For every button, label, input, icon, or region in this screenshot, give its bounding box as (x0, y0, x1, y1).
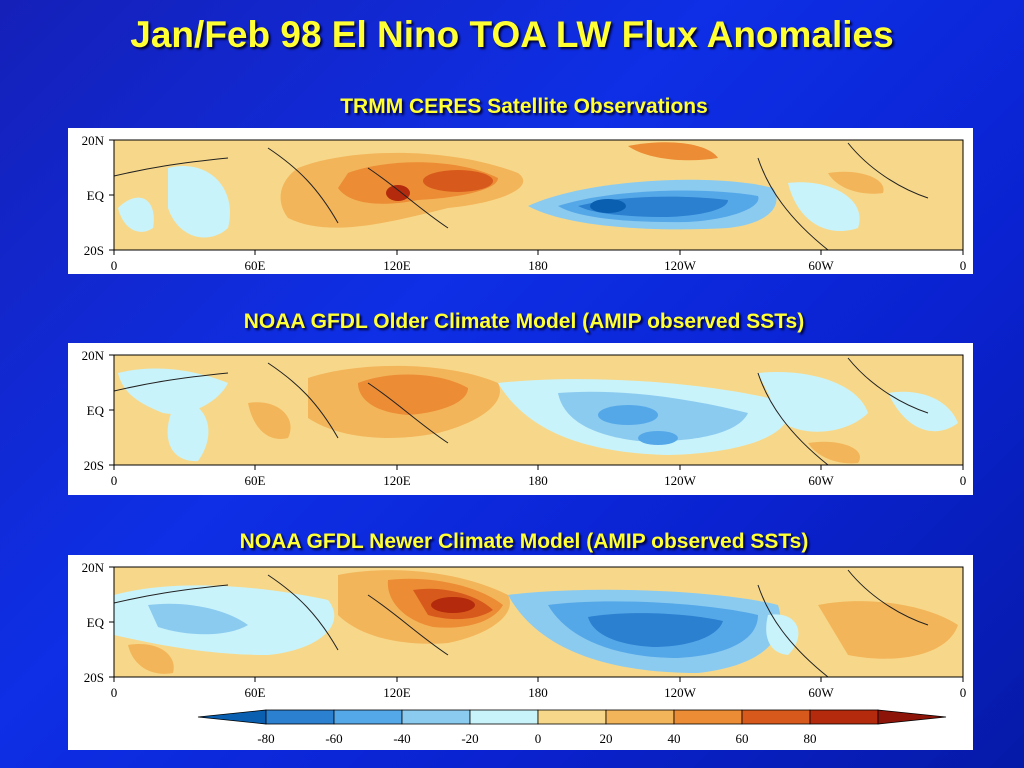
x-tick-60w: 60W (808, 473, 834, 488)
colorbar-swatches (197, 709, 947, 725)
colorbar-swatch (605, 709, 675, 725)
y-tick-20s: 20S (84, 670, 104, 685)
x-tick-180: 180 (528, 685, 548, 700)
colorbar: -80 -60 -40 -20 0 20 40 60 80 (197, 709, 947, 746)
x-tick-60w: 60W (808, 685, 834, 700)
x-tick-180: 180 (528, 258, 548, 273)
x-tick-120e: 120E (383, 473, 411, 488)
y-tick-eq: EQ (87, 403, 105, 418)
x-tick-120w: 120W (664, 258, 697, 273)
colorbar-swatch (265, 709, 335, 725)
colorbar-tick-80: 80 (804, 731, 817, 746)
y-tick-20s: 20S (84, 458, 104, 473)
y-tick-20s: 20S (84, 243, 104, 258)
y-tick-eq: EQ (87, 615, 105, 630)
x-tick-0-end: 0 (960, 685, 967, 700)
anomaly-map-gfdl-older: 20N EQ 20S 0 60E 120E 180 120W 60W 0 (82, 348, 967, 488)
x-tick-0-end: 0 (960, 258, 967, 273)
colorbar-swatch (537, 709, 607, 725)
colorbar-tick-60: 60 (736, 731, 749, 746)
colorbar-swatch (673, 709, 743, 725)
colorbar-arrow-high (877, 709, 947, 725)
colorbar-tick-neg60: -60 (325, 731, 342, 746)
colorbar-tick-neg80: -80 (257, 731, 274, 746)
x-tick-0: 0 (111, 258, 118, 273)
anomaly-map-gfdl-newer: 20N EQ 20S 0 60E 120E 180 120W 60W 0 -80… (82, 560, 967, 746)
colorbar-tick-neg20: -20 (461, 731, 478, 746)
colorbar-swatch (469, 709, 539, 725)
map-panel-gfdl-older: 20N EQ 20S 0 60E 120E 180 120W 60W 0 (68, 343, 973, 495)
colorbar-tick-0: 0 (535, 731, 542, 746)
panel-2-subtitle: NOAA GFDL Older Climate Model (AMIP obse… (243, 310, 805, 333)
x-tick-180: 180 (528, 473, 548, 488)
x-tick-60e: 60E (245, 685, 266, 700)
x-tick-120w: 120W (664, 473, 697, 488)
colorbar-swatch (809, 709, 879, 725)
y-tick-20n: 20N (82, 560, 105, 575)
panel-1-subtitle: TRMM CERES Satellite Observations (340, 95, 708, 118)
x-tick-60e: 60E (245, 258, 266, 273)
colorbar-swatch (333, 709, 403, 725)
x-tick-0-end: 0 (960, 473, 967, 488)
anomaly-map-ceres: 20N EQ 20S 0 60E 120E 180 120W 60W 0 (82, 133, 967, 273)
y-tick-20n: 20N (82, 348, 105, 363)
page-title: Jan/Feb 98 El Nino TOA LW Flux Anomalies (130, 14, 894, 55)
x-tick-120w: 120W (664, 685, 697, 700)
x-tick-60w: 60W (808, 258, 834, 273)
x-tick-60e: 60E (245, 473, 266, 488)
y-tick-20n: 20N (82, 133, 105, 148)
map-panel-gfdl-newer: 20N EQ 20S 0 60E 120E 180 120W 60W 0 -80… (68, 555, 973, 750)
colorbar-arrow-low (197, 709, 267, 725)
colorbar-tick-40: 40 (668, 731, 681, 746)
map-panel-ceres: 20N EQ 20S 0 60E 120E 180 120W 60W 0 (68, 128, 973, 274)
panel-3-subtitle: NOAA GFDL Newer Climate Model (AMIP obse… (239, 530, 809, 553)
x-tick-0: 0 (111, 473, 118, 488)
colorbar-swatch (741, 709, 811, 725)
y-tick-eq: EQ (87, 188, 105, 203)
x-tick-0: 0 (111, 685, 118, 700)
colorbar-tick-20: 20 (600, 731, 613, 746)
colorbar-swatch (401, 709, 471, 725)
x-tick-120e: 120E (383, 258, 411, 273)
x-tick-120e: 120E (383, 685, 411, 700)
colorbar-tick-neg40: -40 (393, 731, 410, 746)
